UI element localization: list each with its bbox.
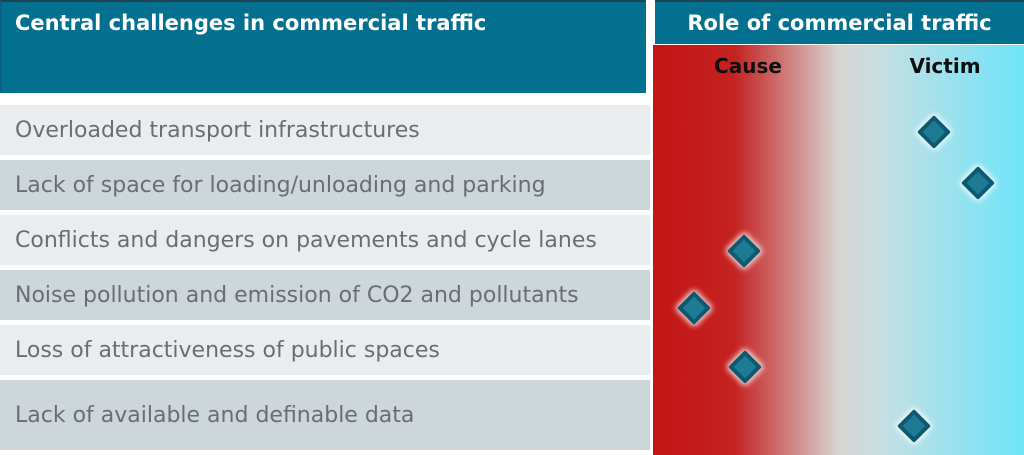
role-marker-diamond-icon (917, 115, 951, 149)
challenge-row-label: Lack of space for loading/unloading and … (15, 172, 546, 198)
right-panel-title: Role of commercial traffic (687, 11, 992, 35)
victim-scale-label: Victim (909, 54, 981, 78)
challenge-row-label: Noise pollution and emission of CO2 and … (15, 282, 579, 308)
challenge-row: Noise pollution and emission of CO2 and … (0, 270, 650, 320)
cause-victim-scale-panel: Cause Victim (653, 45, 1024, 455)
role-marker-diamond-icon (677, 291, 711, 325)
challenge-rows-list: Overloaded transport infrastructures Lac… (0, 105, 650, 455)
challenge-row: Conflicts and dangers on pavements and c… (0, 215, 650, 265)
challenge-row-label: Overloaded transport infrastructures (15, 117, 420, 143)
role-marker-diamond-icon (897, 409, 931, 443)
challenge-row: Overloaded transport infrastructures (0, 105, 650, 155)
challenge-row-label: Conflicts and dangers on pavements and c… (15, 227, 597, 253)
challenge-row-label: Lack of available and definable data (15, 402, 415, 428)
cause-scale-label: Cause (714, 54, 782, 78)
challenge-row-label: Loss of attractiveness of public spaces (15, 337, 440, 363)
right-panel-header: Role of commercial traffic (655, 0, 1024, 44)
left-panel-header: Central challenges in commercial traffic (0, 0, 646, 93)
role-marker-diamond-icon (728, 350, 762, 384)
challenge-row: Loss of attractiveness of public spaces (0, 325, 650, 375)
challenge-row: Lack of space for loading/unloading and … (0, 160, 650, 210)
role-marker-diamond-icon (727, 234, 761, 268)
role-marker-diamond-icon (961, 166, 995, 200)
left-panel-title: Central challenges in commercial traffic (15, 11, 487, 35)
challenge-row: Lack of available and definable data (0, 380, 650, 450)
